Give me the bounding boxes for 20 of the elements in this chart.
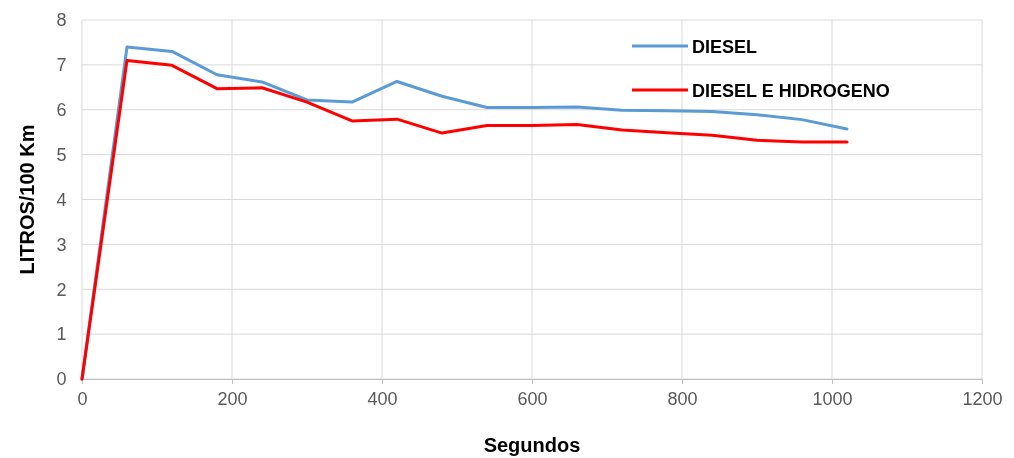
y-tick-label: 0 xyxy=(56,369,67,390)
y-tick-label: 8 xyxy=(56,10,67,31)
legend-label: DIESEL E HIDROGENO xyxy=(692,81,890,101)
y-axis-title: LITROS/100 Km xyxy=(16,124,38,275)
y-tick-label: 1 xyxy=(56,324,67,345)
y-tick-label: 5 xyxy=(56,144,67,165)
x-tick-label: 800 xyxy=(667,389,698,409)
y-tick-label: 6 xyxy=(56,100,67,121)
x-tick-label: 1000 xyxy=(812,389,853,409)
y-tick-label: 3 xyxy=(56,234,67,255)
y-tick-label: 4 xyxy=(56,189,67,210)
x-tick-label: 400 xyxy=(367,389,398,409)
y-tick-label: 7 xyxy=(56,55,67,76)
x-tick-label: 0 xyxy=(77,389,88,409)
legend-label: DIESEL xyxy=(692,37,758,57)
x-tick-label: 600 xyxy=(517,389,548,409)
y-tick-label: 2 xyxy=(56,279,67,300)
x-tick-label: 200 xyxy=(217,389,248,409)
x-axis-title: Segundos xyxy=(483,434,581,456)
x-tick-label: 1200 xyxy=(962,389,1003,409)
